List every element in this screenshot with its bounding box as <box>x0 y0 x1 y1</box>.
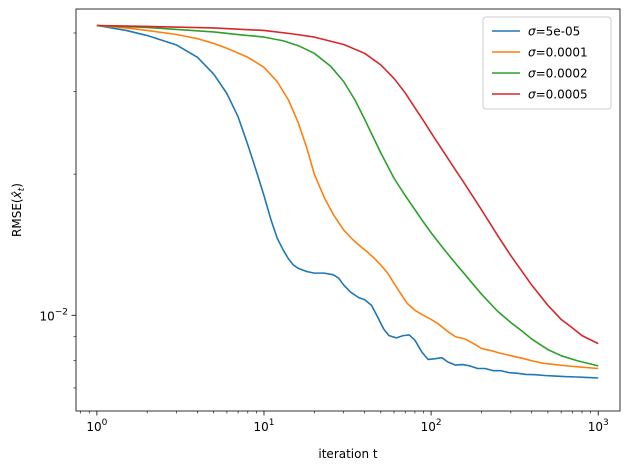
y-axis-label: RMSE(x̂t) <box>10 183 27 237</box>
legend-label-2: σ=0.0001 <box>528 46 588 60</box>
series-line-4 <box>96 24 599 345</box>
x-tick-label-3: 102 <box>421 418 442 434</box>
series-line-1 <box>96 24 599 379</box>
series-layer <box>96 24 599 379</box>
series-line-2 <box>96 24 599 370</box>
legend-label-3: σ=0.0002 <box>528 67 588 81</box>
y-tick-label-1: 10−2 <box>39 307 68 323</box>
legend-label-4: σ=0.0005 <box>528 88 588 102</box>
y-axis-label-var: x̂ <box>10 190 24 199</box>
plot-frame <box>75 8 621 412</box>
x-tick-label-1: 100 <box>86 418 107 434</box>
legend: σ=5e-05 σ=0.0001 σ=0.0002 σ=0.0005 <box>482 16 612 110</box>
x-axis-label: iteration t <box>318 447 378 461</box>
series-line-3 <box>96 24 599 367</box>
x-tick-label-2: 101 <box>253 418 274 434</box>
x-tick-label-4: 103 <box>588 418 609 434</box>
legend-box <box>482 16 612 110</box>
legend-label-1: σ=5e-05 <box>528 25 580 39</box>
y-axis-label-sub: t <box>17 187 27 191</box>
tick-layer: 100 101 102 103 10−2 <box>39 32 609 434</box>
y-axis-label-close: ) <box>10 183 24 188</box>
y-axis-label-main: RMSE( <box>10 198 24 237</box>
